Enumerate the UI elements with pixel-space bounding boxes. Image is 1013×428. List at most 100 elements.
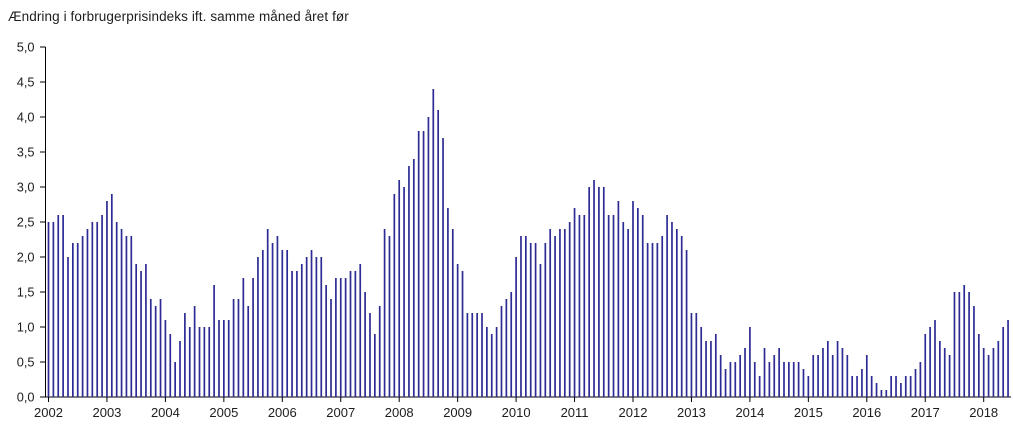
bar-month-180	[924, 334, 927, 397]
bar-month-94	[505, 299, 508, 397]
bar-month-13	[110, 194, 113, 397]
bar-month-174	[895, 376, 897, 397]
y-tick-label: 1,5	[17, 285, 35, 300]
bar-month-116	[612, 215, 615, 397]
bar-month-125	[656, 243, 659, 397]
bar-month-132	[690, 313, 693, 397]
bar-month-158	[817, 355, 819, 397]
bar-month-193	[987, 355, 990, 397]
bar-month-0	[47, 222, 50, 397]
bar-month-90	[486, 327, 488, 397]
bar-month-131	[685, 250, 688, 397]
bar-month-48	[281, 250, 284, 397]
bar-month-145	[753, 362, 756, 397]
bar-month-141	[734, 362, 737, 397]
bar-month-172	[885, 390, 888, 397]
y-tick-label: 5,0	[17, 40, 35, 55]
bar-month-185	[948, 355, 951, 397]
bar-month-53	[305, 257, 308, 397]
bar-month-35	[218, 320, 220, 397]
bar-month-162	[836, 341, 839, 397]
bar-month-119	[627, 229, 629, 397]
bar-month-62	[349, 271, 352, 397]
bar-month-21	[149, 299, 152, 397]
bar-month-110	[583, 215, 586, 397]
bar-month-123	[646, 243, 649, 397]
bar-month-51	[296, 271, 298, 397]
bar-month-147	[763, 348, 766, 397]
bar-month-100	[534, 243, 537, 397]
bar-month-165	[851, 376, 854, 397]
bar-month-59	[335, 278, 337, 397]
bar-month-102	[544, 243, 547, 397]
bar-month-167	[861, 369, 863, 397]
x-tick-label: 2014	[735, 405, 764, 420]
bar-month-26	[174, 362, 176, 397]
bar-month-40	[242, 278, 245, 397]
bar-month-10	[96, 222, 99, 397]
bar-month-151	[783, 362, 785, 397]
bar-month-134	[700, 327, 703, 397]
bar-month-37	[227, 320, 230, 397]
bar-month-42	[252, 278, 254, 397]
bar-month-177	[909, 376, 912, 397]
bar-month-196	[1002, 327, 1005, 397]
bar-month-93	[500, 306, 503, 397]
bar-month-97	[520, 236, 522, 397]
y-tick-label: 3,0	[17, 180, 35, 195]
bar-month-118	[622, 222, 625, 397]
bar-month-22	[154, 306, 157, 397]
bar-month-129	[675, 229, 678, 397]
y-tick-label: 2,5	[17, 215, 35, 230]
bar-month-186	[953, 292, 956, 397]
bar-month-106	[563, 229, 566, 397]
bar-month-16	[125, 236, 128, 397]
bar-month-66	[369, 313, 371, 397]
bar-month-160	[826, 341, 829, 397]
y-tick-label: 0,0	[17, 390, 35, 405]
bar-month-23	[159, 299, 162, 397]
bar-month-45	[266, 229, 269, 397]
bar-month-169	[870, 376, 873, 397]
bar-month-72	[398, 180, 401, 397]
bar-month-170	[875, 383, 878, 397]
bar-month-96	[515, 257, 517, 397]
bar-month-194	[992, 348, 995, 397]
bar-month-179	[919, 362, 922, 397]
bar-month-81	[442, 138, 444, 397]
x-tick-label: 2003	[92, 405, 121, 420]
x-tick-label: 2010	[502, 405, 531, 420]
bar-month-73	[403, 187, 405, 397]
bar-month-76	[417, 131, 420, 397]
x-tick-label: 2008	[385, 405, 414, 420]
bar-month-101	[539, 264, 542, 397]
bar-month-83	[451, 229, 454, 397]
bar-month-139	[724, 369, 727, 397]
bar-month-190	[973, 306, 975, 397]
y-tick-label: 3,5	[17, 145, 35, 160]
bar-month-181	[929, 327, 931, 397]
bar-month-107	[568, 222, 571, 397]
bar-month-161	[831, 355, 834, 397]
bar-month-47	[276, 236, 279, 397]
bar-month-136	[710, 341, 712, 397]
bar-month-55	[315, 257, 318, 397]
bar-month-189	[968, 292, 970, 397]
bar-month-38	[232, 299, 235, 397]
bar-month-127	[666, 215, 668, 397]
bar-month-120	[632, 201, 634, 397]
bar-month-159	[822, 348, 824, 397]
bar-month-32	[203, 327, 206, 397]
bar-month-197	[1007, 320, 1009, 397]
bar-month-58	[330, 299, 332, 397]
bar-month-130	[680, 236, 683, 397]
bar-month-135	[705, 341, 707, 397]
bar-month-98	[524, 236, 527, 397]
bar-month-60	[339, 278, 342, 397]
bar-month-157	[812, 355, 815, 397]
x-tick-label: 2012	[619, 405, 648, 420]
bar-month-50	[291, 271, 293, 397]
bar-month-1	[52, 222, 55, 397]
bar-month-78	[427, 117, 430, 397]
bar-month-18	[135, 264, 138, 397]
